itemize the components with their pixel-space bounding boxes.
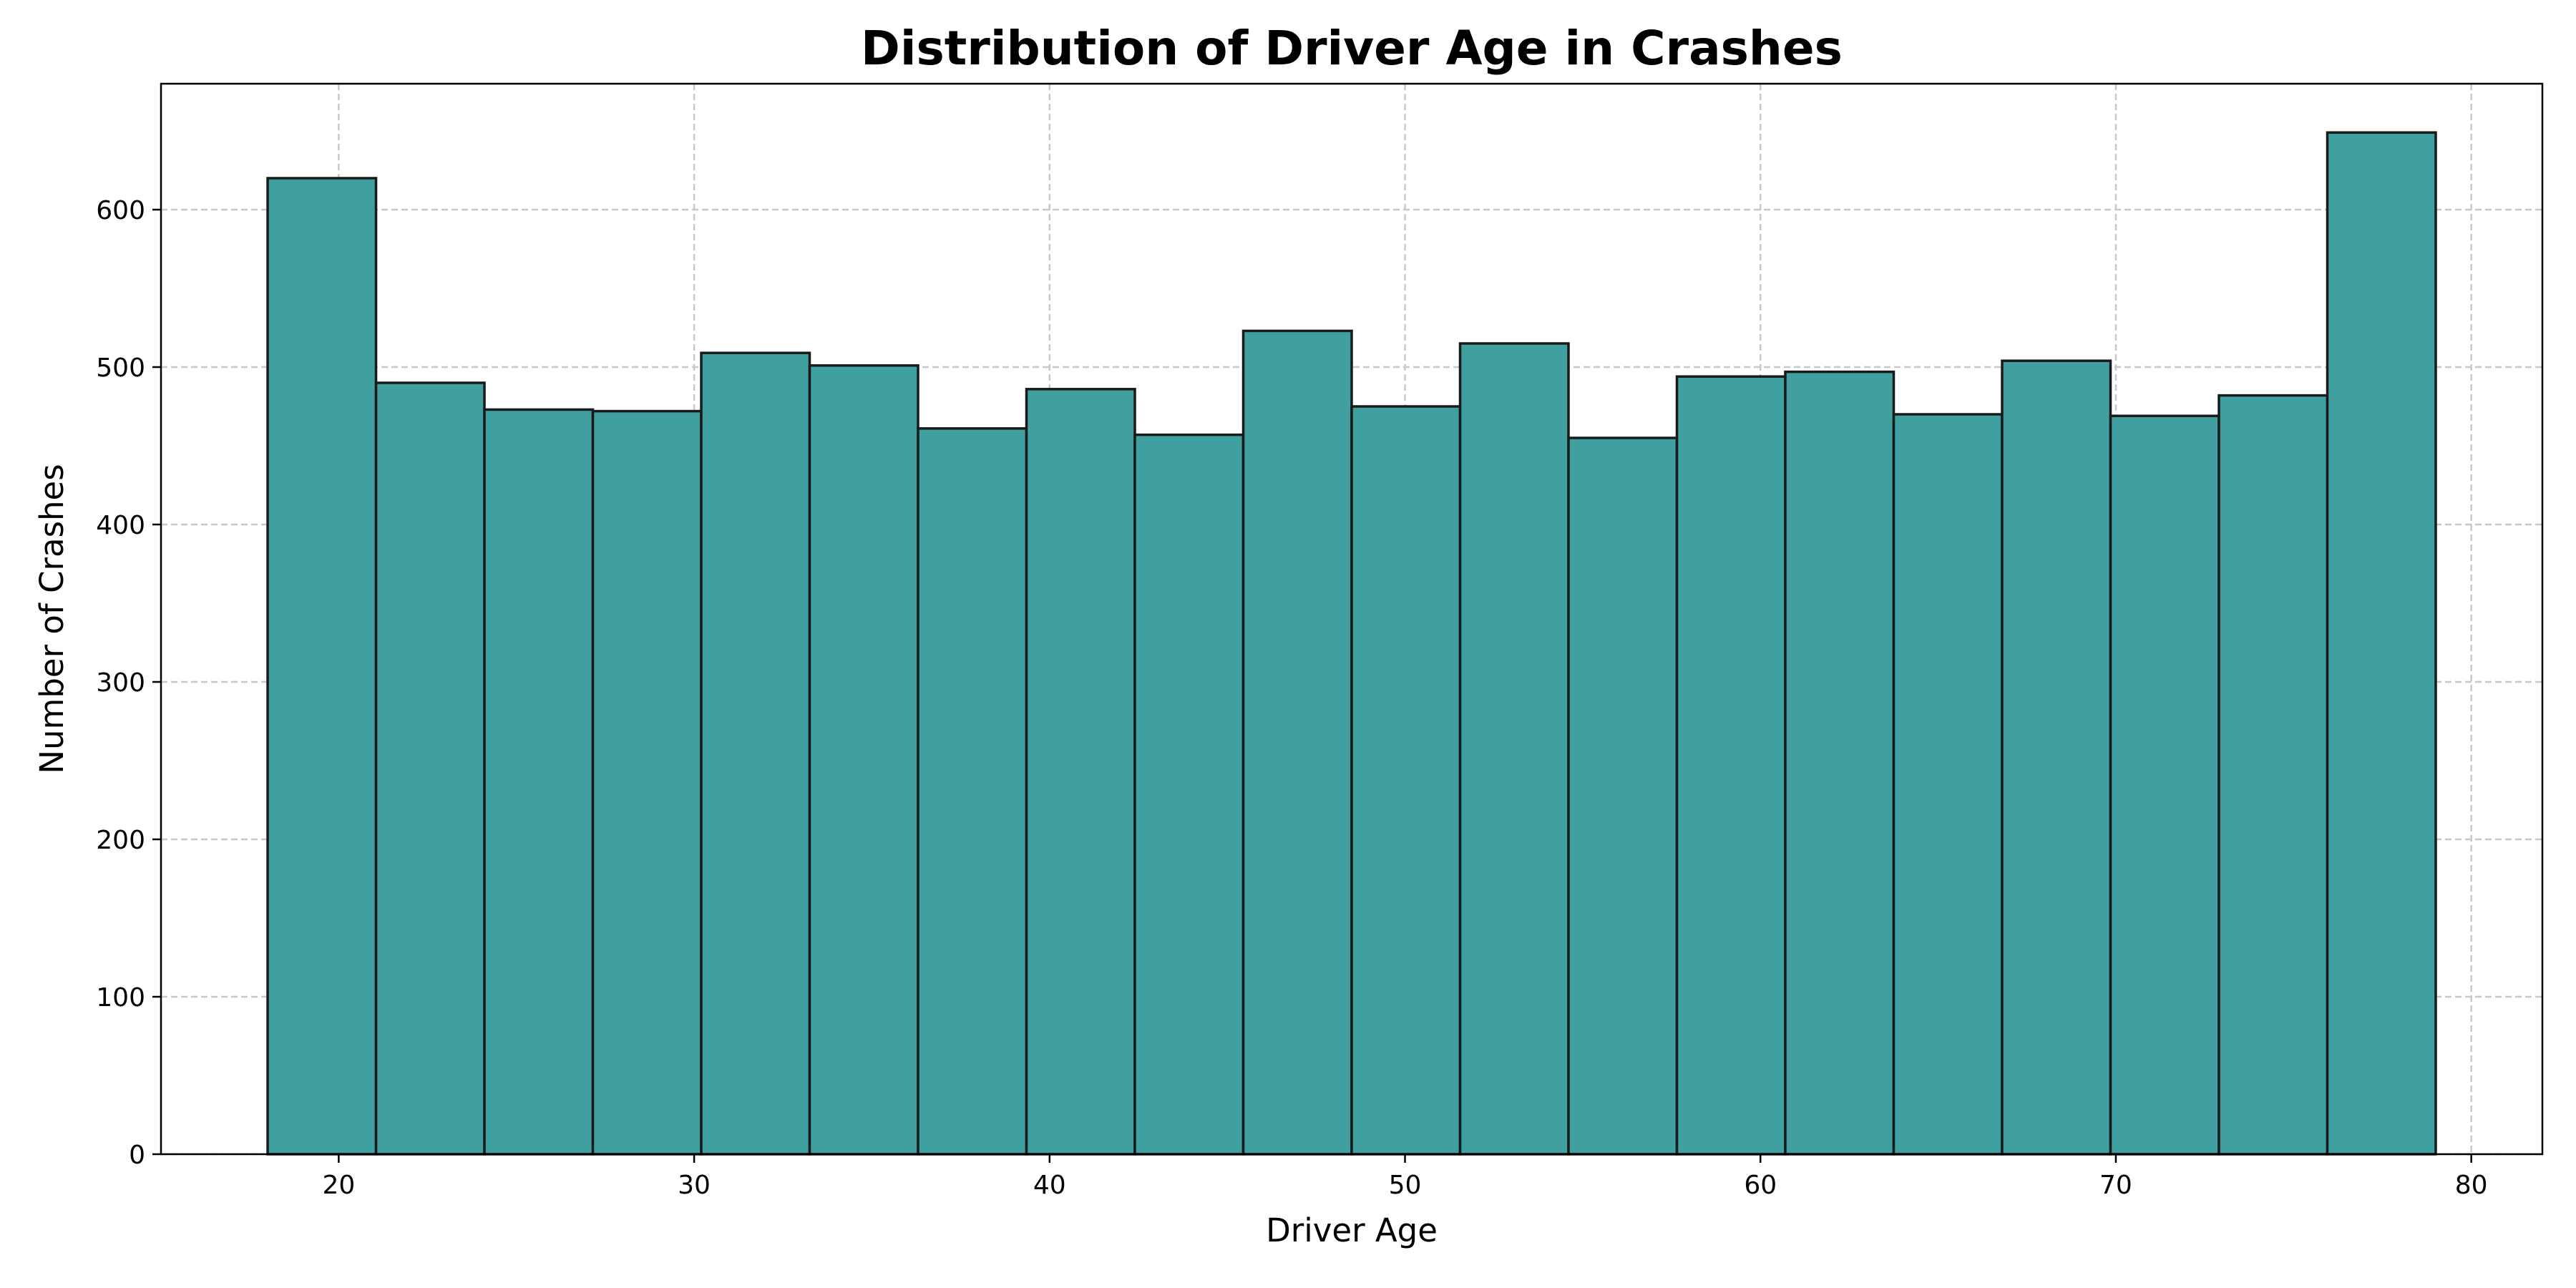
- y-tick-label: 200: [96, 826, 145, 855]
- chart-title: Distribution of Driver Age in Crashes: [861, 21, 1843, 76]
- histogram-bar: [2001, 359, 2112, 1156]
- histogram-bar: [1784, 370, 1896, 1156]
- histogram-bar: [1133, 433, 1245, 1156]
- x-tick-label: 70: [2099, 1171, 2132, 1200]
- y-tick-label: 600: [96, 196, 145, 225]
- histogram-bar: [2218, 394, 2329, 1156]
- x-tick-label: 40: [1033, 1171, 1066, 1200]
- histogram-bar: [591, 409, 703, 1156]
- bars: [266, 131, 2437, 1156]
- histogram-bar: [1567, 436, 1679, 1156]
- histogram-bar: [917, 427, 1028, 1156]
- histogram-bar: [700, 351, 811, 1156]
- x-tick-label: 80: [2455, 1171, 2488, 1200]
- histogram-bar: [808, 364, 919, 1156]
- x-tick-label: 30: [678, 1171, 711, 1200]
- histogram-bar: [2109, 414, 2220, 1156]
- x-tick-label: 50: [1389, 1171, 1422, 1200]
- x-tick-label: 60: [1744, 1171, 1777, 1200]
- y-tick-label: 300: [96, 668, 145, 698]
- histogram-bar: [1675, 375, 1787, 1156]
- histogram-bar: [2326, 131, 2437, 1156]
- histogram-bar: [1350, 405, 1462, 1156]
- x-axis-label: Driver Age: [1266, 1211, 1438, 1249]
- y-tick-label: 400: [96, 511, 145, 540]
- histogram-bar: [374, 381, 486, 1156]
- plot-frame: [160, 82, 2544, 1156]
- histogram-bar: [1892, 413, 2004, 1156]
- histogram-bar: [1025, 388, 1136, 1156]
- y-axis: 0 100 200 300 400 500 600: [96, 196, 161, 1170]
- y-tick-label: 500: [96, 353, 145, 383]
- histogram-bar: [266, 177, 378, 1156]
- y-axis-label: Number of Crashes: [33, 464, 71, 774]
- histogram-bar: [1241, 329, 1353, 1156]
- histogram-bar: [1458, 342, 1570, 1156]
- y-tick-label: 0: [129, 1141, 145, 1170]
- x-axis: 20 30 40 50 60 70 80: [322, 1154, 2488, 1200]
- histogram-bar: [483, 408, 595, 1156]
- x-tick-label: 20: [322, 1171, 355, 1200]
- y-tick-label: 100: [96, 983, 145, 1013]
